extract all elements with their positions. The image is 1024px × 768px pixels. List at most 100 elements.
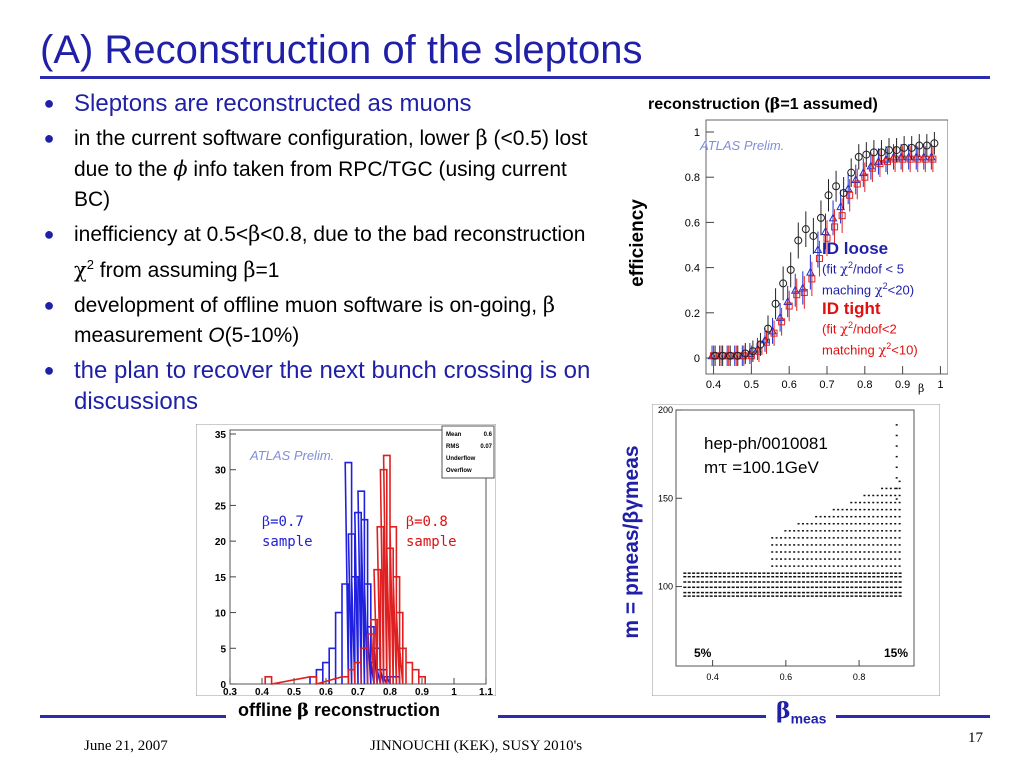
mass-point: [841, 558, 844, 560]
mass-point: [881, 581, 885, 583]
mass-point: [727, 581, 731, 583]
mass-point: [885, 586, 889, 589]
mass-point: [837, 558, 840, 560]
histogram-ytick-label: 0: [220, 680, 226, 691]
mass-point: [744, 581, 748, 583]
mass-point: [687, 581, 691, 583]
mass-point: [894, 522, 897, 525]
histogram-xtick-label: 1.1: [479, 687, 493, 696]
efficiency-point-all: [711, 351, 720, 360]
histogram-watermark: ATLAS Prelim.: [250, 448, 335, 463]
mass-point: [687, 575, 691, 578]
mass-point: [876, 515, 879, 518]
mass-point: [784, 591, 788, 594]
mass-point: [845, 591, 849, 594]
mass-point: [828, 565, 831, 567]
mass-point: [876, 494, 879, 497]
efficiency-point-all: [726, 351, 735, 360]
mass-point: [845, 522, 848, 525]
mass-point: [867, 591, 871, 594]
mass-point: [841, 522, 844, 525]
efficiency-ytick-label: 0.2: [685, 308, 700, 320]
mass-point: [749, 595, 753, 597]
efficiency-point-tight: [853, 180, 861, 188]
mass-point: [709, 581, 713, 583]
mass-point: [854, 530, 857, 532]
mass-point: [797, 581, 801, 583]
mass-point: [744, 591, 748, 594]
mass-point: [815, 515, 818, 518]
mass-point: [832, 586, 836, 589]
mass-point: [898, 530, 901, 532]
mass-point: [894, 515, 897, 518]
mass-point: [815, 595, 819, 597]
mass-point: [819, 558, 822, 560]
mass-point: [898, 515, 901, 518]
mass-point: [894, 537, 897, 539]
mass-point: [881, 572, 885, 574]
mass-point: [696, 572, 700, 574]
mass-point: [779, 595, 783, 597]
mass-point: [854, 595, 858, 597]
mass-point: [784, 537, 787, 539]
mass-point: [779, 537, 782, 539]
mass-point: [863, 537, 866, 539]
mass-point: [806, 530, 809, 532]
mass-point: [894, 572, 898, 574]
mass-point: [828, 581, 832, 583]
mass-point: [823, 522, 826, 525]
mass-point: [841, 586, 845, 589]
mass-point: [885, 572, 889, 574]
mass-point: [692, 572, 696, 574]
mass-point: [779, 572, 783, 574]
efficiency-point-tight: [770, 329, 778, 337]
mass-point: [810, 530, 813, 532]
mass-point: [872, 595, 876, 597]
mass-point: [895, 434, 898, 437]
mass-point: [722, 595, 726, 597]
mass-frame: [675, 409, 915, 667]
mass-point: [793, 581, 797, 583]
efficiency-point-tight: [884, 157, 891, 165]
mass-point: [898, 565, 901, 567]
mass-point: [779, 586, 783, 589]
mass-point: [683, 591, 687, 594]
mass-point: [696, 581, 700, 583]
mass-point: [872, 591, 876, 594]
mass-point: [793, 558, 796, 560]
mass-point: [823, 537, 826, 539]
stats-box: [441, 425, 495, 479]
mass-point: [740, 586, 744, 589]
mass-point: [854, 586, 858, 589]
mass-point: [771, 586, 775, 589]
mass-point: [889, 501, 892, 504]
mass-point: [797, 544, 800, 546]
histogram-ytick-label: 15: [215, 573, 227, 584]
efficiency-point-tight: [808, 275, 816, 283]
mass-point: [788, 537, 791, 539]
mass-point: [784, 575, 788, 578]
mass-point: [775, 544, 778, 546]
mass-point: [683, 581, 687, 583]
histogram-series: [264, 454, 426, 686]
mass-point: [771, 551, 774, 553]
mass-point: [775, 586, 779, 589]
mass-point: [881, 558, 884, 560]
mass-point: [801, 558, 804, 560]
bullet-dot-icon: ●: [43, 128, 55, 148]
mass-point: [876, 558, 879, 560]
mass-xtick-label: 0.8: [853, 672, 866, 682]
histogram-xtick-label: 0.5: [287, 687, 301, 696]
mass-point: [766, 581, 770, 583]
mass-point: [700, 586, 704, 589]
mass-point: [832, 558, 835, 560]
mass-point: [885, 522, 888, 525]
mass-point: [872, 565, 875, 567]
mass-point: [867, 544, 870, 546]
mass-point: [801, 565, 804, 567]
mass-xtick-label: 0.4: [706, 672, 719, 682]
mass-point: [815, 565, 818, 567]
mass-point: [762, 581, 766, 583]
mass-point: [784, 565, 787, 567]
mass-point: [841, 591, 845, 594]
